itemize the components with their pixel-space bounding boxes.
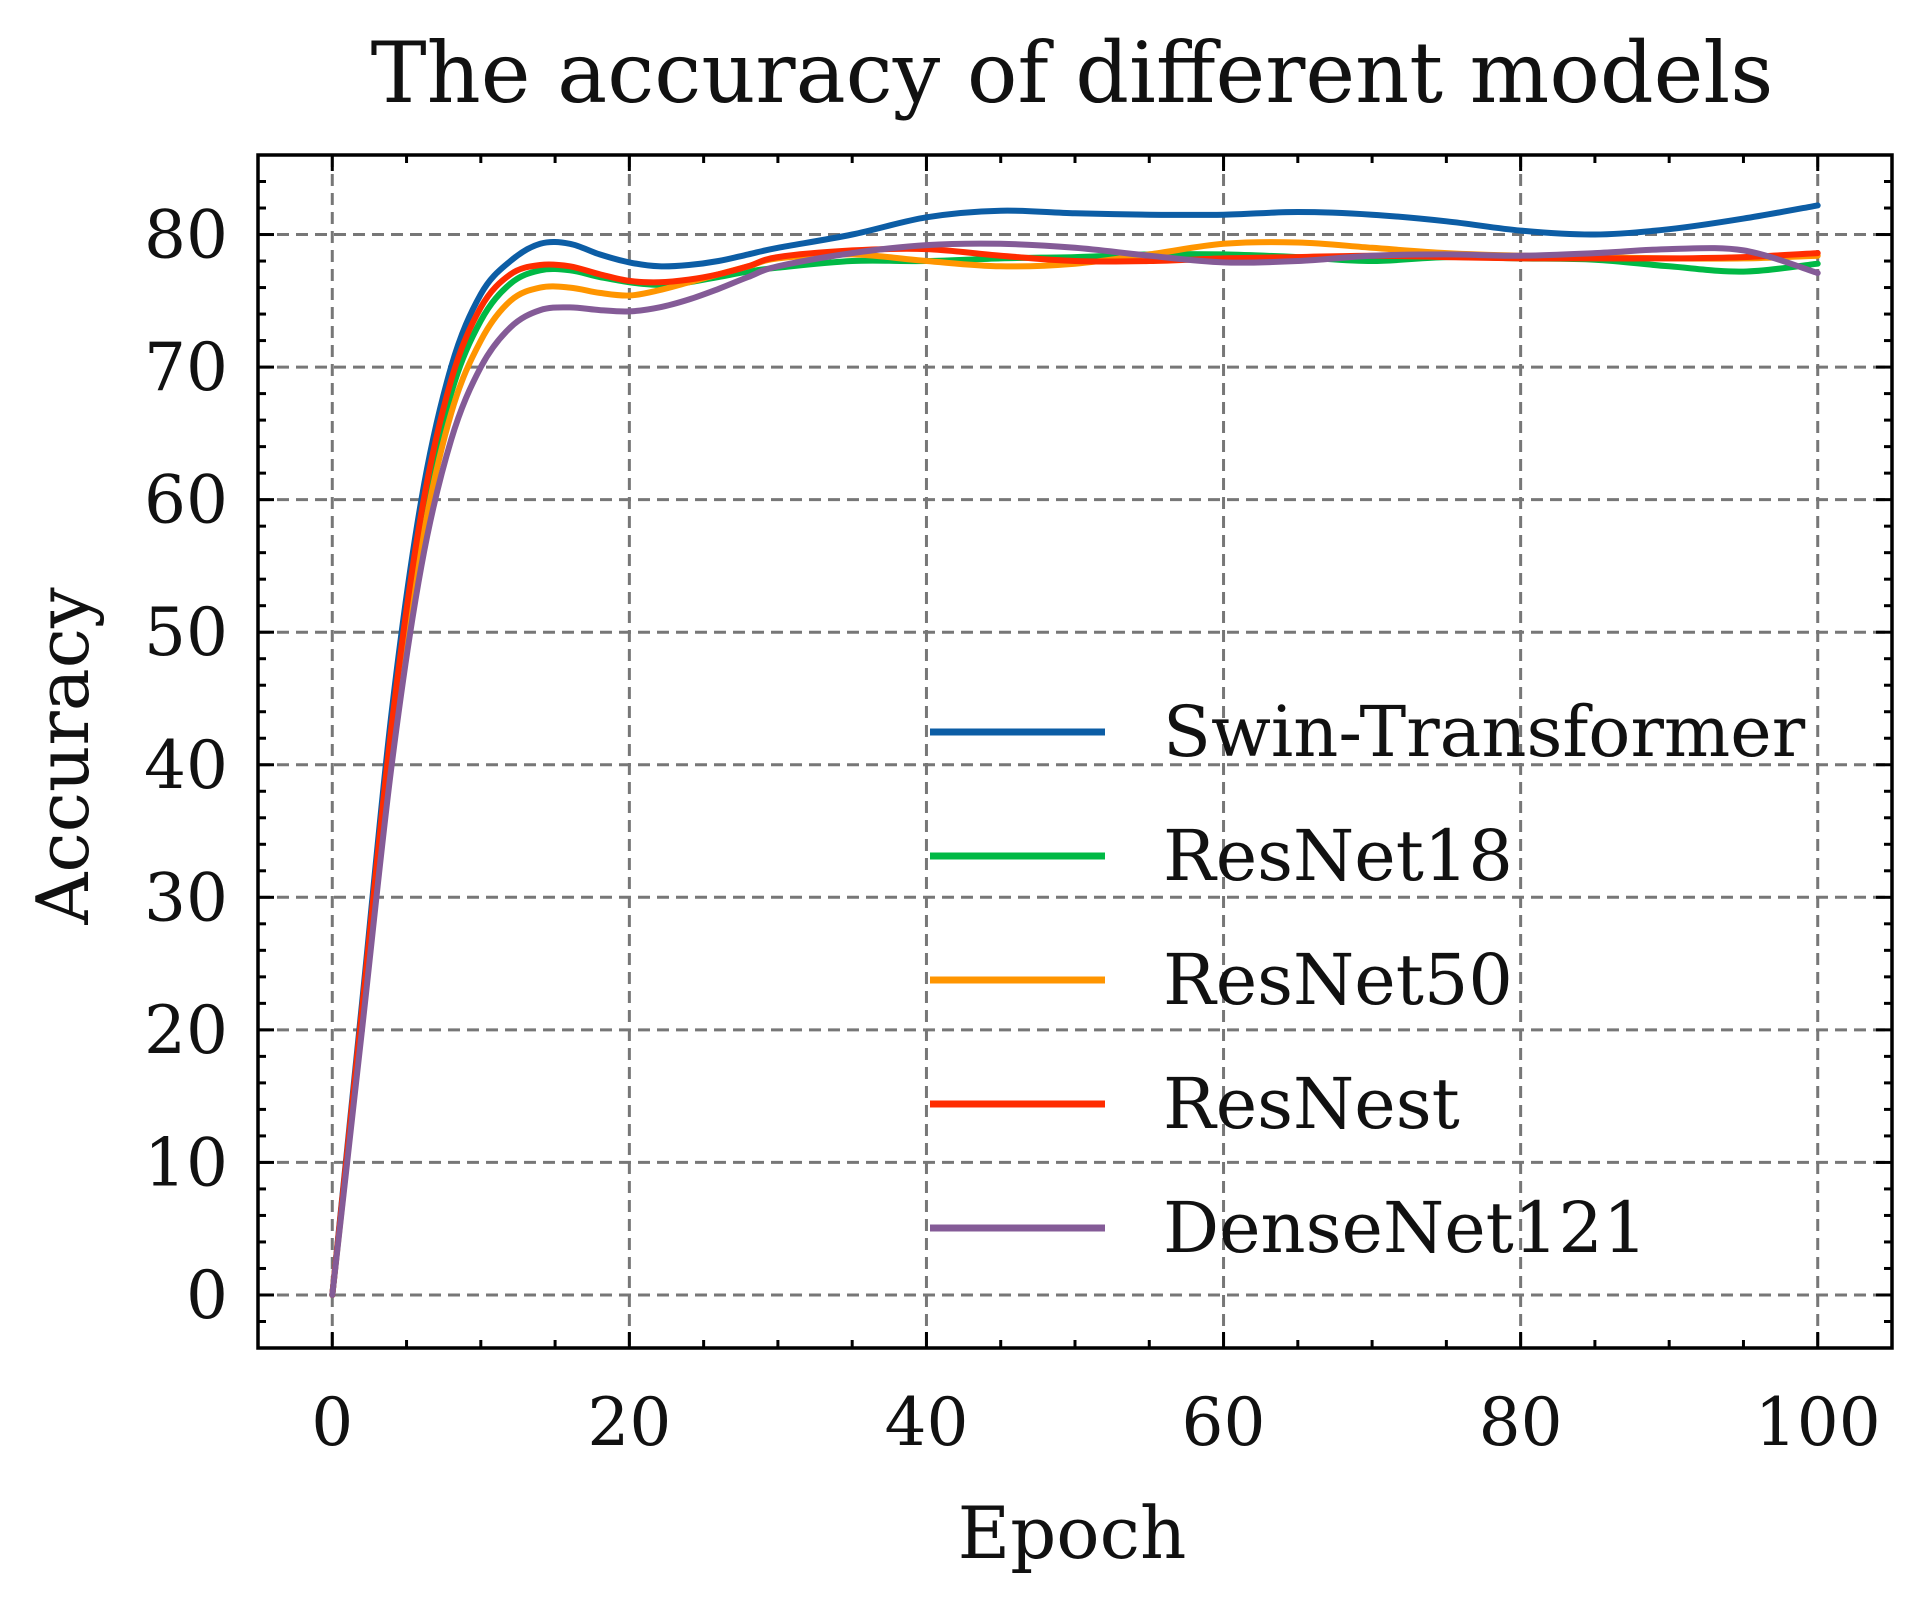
series-line-4 [329,240,1821,1298]
x-tick-label: 40 [884,1384,968,1461]
y-tick-label: 40 [144,727,228,804]
legend-label: ResNet50 [1163,939,1513,1021]
x-tick-label: 20 [587,1384,671,1461]
legend: Swin-Transformer ResNet18 ResNet50 ResNest D… [930,691,1806,1269]
series-lines [329,202,1821,1298]
y-tick-label: 10 [144,1124,228,1201]
legend-label: ResNet18 [1163,815,1513,897]
x-tick-label: 60 [1182,1384,1266,1461]
y-tick-label: 80 [144,197,228,274]
y-tick-label: 70 [144,329,228,406]
y-tick-label: 50 [144,594,228,671]
legend-label: DenseNet121 [1163,1187,1647,1269]
grid [258,155,1892,1348]
x-axis-label: Epoch [958,1491,1187,1575]
legend-label: ResNest [1163,1063,1460,1145]
tick-labels: 0 20 40 60 80 100 0 10 20 30 40 50 60 70 80 [144,197,1881,1461]
legend-label: Swin-Transformer [1163,691,1806,773]
y-tick-label: 60 [144,462,228,539]
y-tick-label: 30 [144,859,228,936]
x-tick-label: 100 [1755,1384,1881,1461]
x-tick-label: 80 [1479,1384,1563,1461]
y-axis-label: Accuracy [21,587,105,926]
chart-title: The accuracy of different models [371,24,1774,122]
y-tick-label: 0 [186,1257,228,1334]
y-tick-label: 20 [144,992,228,1069]
axis-ticks [256,153,1894,1348]
series-line-1 [329,251,1821,1298]
x-tick-label: 0 [311,1384,353,1461]
